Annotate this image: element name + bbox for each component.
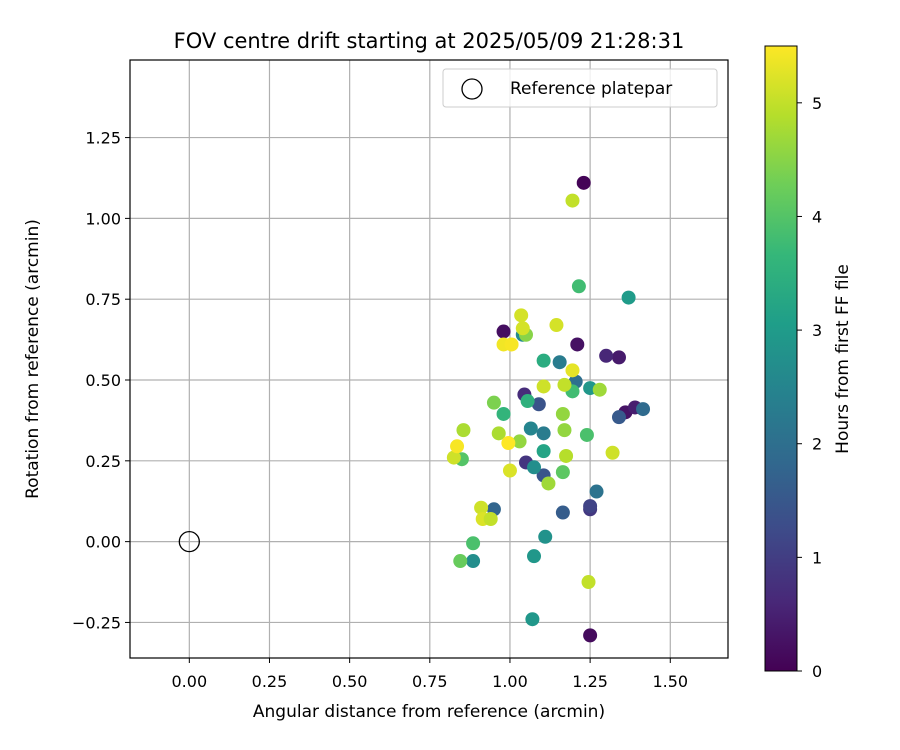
x-axis-ticks: 0.00 0.25 0.50 0.75 1.00 1.25 1.50: [172, 658, 688, 691]
reference-platepar-marker: [178, 530, 200, 553]
data-point: [565, 193, 580, 208]
data-point: [536, 426, 551, 441]
legend: Reference platepar: [442, 68, 718, 108]
chart-title: FOV centre drift starting at 2025/05/09 …: [174, 29, 685, 53]
colorbar: 0 1 2 3 4 5 Hours from first FF file: [764, 45, 853, 681]
data-point: [466, 554, 481, 569]
data-point: [599, 348, 614, 363]
colorbar-ticks: 0 1 2 3 4 5: [797, 94, 822, 681]
data-point: [536, 444, 551, 459]
data-point: [525, 612, 540, 627]
y-tick-label: 1.00: [85, 209, 121, 228]
data-point: [515, 321, 530, 336]
y-tick-label: 0.50: [85, 371, 121, 390]
data-point: [523, 421, 538, 436]
legend-marker-open-circle: [461, 78, 483, 100]
data-point: [570, 337, 585, 352]
data-point: [446, 450, 461, 465]
data-point: [450, 439, 465, 454]
y-axis-label: Rotation from reference (arcmin): [23, 219, 43, 499]
data-point: [491, 426, 506, 441]
data-point: [555, 505, 570, 520]
data-point: [611, 410, 626, 425]
data-point: [538, 529, 553, 544]
data-point: [605, 445, 620, 460]
data-point: [555, 406, 570, 421]
y-tick-label: 0.25: [85, 452, 121, 471]
x-tick-label: 1.00: [492, 672, 528, 691]
data-point: [527, 549, 542, 564]
data-point: [571, 279, 586, 294]
y-tick-label: −0.25: [72, 613, 121, 632]
data-point: [504, 337, 519, 352]
data-point: [552, 355, 567, 370]
y-tick-label: 0.00: [85, 533, 121, 552]
data-point: [576, 175, 591, 190]
colorbar-tick-label: 4: [812, 207, 822, 226]
colorbar-tick-label: 5: [812, 94, 822, 113]
y-tick-label: 1.25: [85, 129, 121, 148]
data-point: [496, 406, 511, 421]
data-point: [527, 460, 542, 475]
data-point: [531, 397, 546, 412]
data-point: [486, 395, 501, 410]
data-point: [559, 448, 574, 463]
data-point: [636, 402, 651, 417]
data-point: [501, 436, 516, 451]
data-point: [536, 353, 551, 368]
x-tick-label: 0.75: [412, 672, 448, 691]
colorbar-tick-label: 3: [812, 321, 822, 340]
data-point: [453, 554, 468, 569]
data-point: [611, 350, 626, 365]
data-point: [557, 423, 572, 438]
data-point: [565, 363, 580, 378]
x-axis-label: Angular distance from reference (arcmin): [253, 702, 605, 722]
data-point: [583, 499, 598, 514]
y-axis-ticks: −0.25 0.00 0.25 0.50 0.75 1.00 1.25: [72, 129, 130, 632]
data-point: [496, 324, 511, 339]
colorbar-label: Hours from first FF file: [833, 264, 853, 454]
data-point: [474, 500, 489, 515]
colorbar-gradient: [764, 45, 798, 672]
data-point: [581, 575, 596, 590]
colorbar-tick-label: 1: [812, 548, 822, 567]
data-point: [583, 628, 598, 643]
x-tick-label: 1.50: [652, 672, 688, 691]
data-point: [549, 318, 564, 333]
data-point: [502, 463, 517, 478]
colorbar-tick-label: 0: [812, 662, 822, 681]
data-point: [512, 434, 527, 449]
data-points: [446, 175, 651, 643]
x-tick-label: 0.25: [252, 672, 288, 691]
data-point: [589, 484, 604, 499]
x-tick-label: 1.25: [572, 672, 608, 691]
data-point: [456, 423, 471, 438]
grid: [130, 60, 728, 658]
data-point: [621, 290, 636, 305]
data-point: [579, 427, 594, 442]
data-point: [541, 476, 556, 491]
legend-box: [442, 68, 718, 108]
data-point: [555, 465, 570, 480]
x-tick-label: 0.00: [172, 672, 208, 691]
legend-label: Reference platepar: [510, 79, 672, 99]
data-point: [483, 512, 498, 527]
x-tick-label: 0.50: [332, 672, 368, 691]
data-point: [466, 536, 481, 551]
colorbar-tick-label: 2: [812, 435, 822, 454]
data-point: [557, 377, 572, 392]
data-point: [520, 394, 535, 409]
data-point: [592, 382, 607, 397]
y-tick-label: 0.75: [85, 290, 121, 309]
data-point: [536, 379, 551, 394]
data-point: [514, 308, 529, 323]
reference-marker-layer: [178, 530, 200, 553]
plot-frame: [129, 59, 729, 659]
